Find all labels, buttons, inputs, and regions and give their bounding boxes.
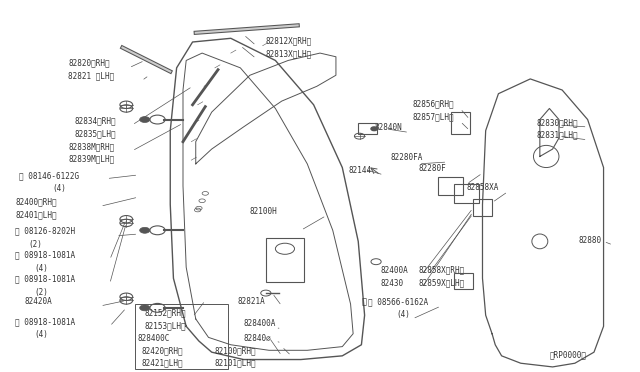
Text: Ⓢ: Ⓢ xyxy=(362,297,367,306)
Text: Ⓑ 08146-6122G: Ⓑ 08146-6122G xyxy=(19,171,79,180)
Text: Ⓝ 08918-1081A: Ⓝ 08918-1081A xyxy=(15,251,76,260)
Text: 82856〈RH〉: 82856〈RH〉 xyxy=(412,99,454,109)
Text: 82813X〈LH〉: 82813X〈LH〉 xyxy=(266,49,312,59)
Circle shape xyxy=(140,305,150,311)
Text: 82834〈RH〉: 82834〈RH〉 xyxy=(75,116,116,125)
Text: 82858X〈RH〉: 82858X〈RH〉 xyxy=(419,266,465,275)
Text: (4): (4) xyxy=(35,264,49,273)
Text: 82100H: 82100H xyxy=(250,206,278,215)
Text: 〈RP0000〉: 〈RP0000〉 xyxy=(549,350,586,359)
Text: 82152〈RH〉: 82152〈RH〉 xyxy=(145,308,186,317)
Text: 82858XA: 82858XA xyxy=(467,183,499,192)
Text: 82840∅: 82840∅ xyxy=(244,334,271,343)
Bar xyxy=(451,112,470,134)
Bar xyxy=(135,304,228,369)
Text: 82420A: 82420A xyxy=(25,297,52,306)
Text: 82857〈LH〉: 82857〈LH〉 xyxy=(412,112,454,121)
Text: Ⓢ 08566-6162A: Ⓢ 08566-6162A xyxy=(368,297,428,306)
Text: 82821A: 82821A xyxy=(237,297,265,306)
Text: 82100〈RH〉: 82100〈RH〉 xyxy=(215,347,257,356)
Circle shape xyxy=(140,227,150,233)
Text: 82420〈RH〉: 82420〈RH〉 xyxy=(141,347,183,356)
Text: 828400A: 828400A xyxy=(244,319,276,328)
Text: 82831〈LH〉: 82831〈LH〉 xyxy=(537,131,579,140)
Text: 82880: 82880 xyxy=(578,236,601,245)
Bar xyxy=(454,273,473,289)
Text: 82839M〈LH〉: 82839M〈LH〉 xyxy=(68,155,115,164)
Text: Ⓝ 08918-1081A: Ⓝ 08918-1081A xyxy=(15,275,76,284)
Circle shape xyxy=(371,127,378,131)
Text: 82401〈LH〉: 82401〈LH〉 xyxy=(15,210,57,219)
Text: 82280FA: 82280FA xyxy=(390,153,422,162)
Text: 82812X〈RH〉: 82812X〈RH〉 xyxy=(266,37,312,46)
Bar xyxy=(454,184,479,203)
Text: (4): (4) xyxy=(396,310,410,319)
Text: 82859X〈LH〉: 82859X〈LH〉 xyxy=(419,279,465,288)
Text: Ⓑ 08126-8202H: Ⓑ 08126-8202H xyxy=(15,227,76,236)
Text: 82430: 82430 xyxy=(381,279,404,288)
Circle shape xyxy=(140,116,150,122)
Text: 82400A: 82400A xyxy=(381,266,408,275)
Text: 82153〈LH〉: 82153〈LH〉 xyxy=(145,321,186,330)
Text: 82820〈RH〉: 82820〈RH〉 xyxy=(68,59,110,68)
Text: 82835〈LH〉: 82835〈LH〉 xyxy=(75,129,116,138)
Text: Ⓝ 08918-1081A: Ⓝ 08918-1081A xyxy=(15,317,76,326)
Text: (2): (2) xyxy=(35,288,49,297)
Text: (4): (4) xyxy=(52,185,67,193)
Text: (2): (2) xyxy=(28,240,42,249)
Bar xyxy=(473,199,492,215)
Text: 82821 〈LH〉: 82821 〈LH〉 xyxy=(68,72,115,81)
Text: 82400〈RH〉: 82400〈RH〉 xyxy=(15,197,57,206)
Bar xyxy=(266,238,304,282)
Bar xyxy=(438,177,463,195)
Text: 82280F: 82280F xyxy=(419,164,447,173)
Text: 82101〈LH〉: 82101〈LH〉 xyxy=(215,358,257,367)
Text: 82144: 82144 xyxy=(349,166,372,175)
Text: 82830〈RH〉: 82830〈RH〉 xyxy=(537,118,579,127)
Text: 82840N: 82840N xyxy=(374,124,402,132)
Text: 828400C: 828400C xyxy=(137,334,170,343)
Text: 82838M〈RH〉: 82838M〈RH〉 xyxy=(68,142,115,151)
Text: 82421〈LH〉: 82421〈LH〉 xyxy=(141,358,183,367)
Text: (4): (4) xyxy=(35,330,49,339)
Bar xyxy=(358,123,378,134)
